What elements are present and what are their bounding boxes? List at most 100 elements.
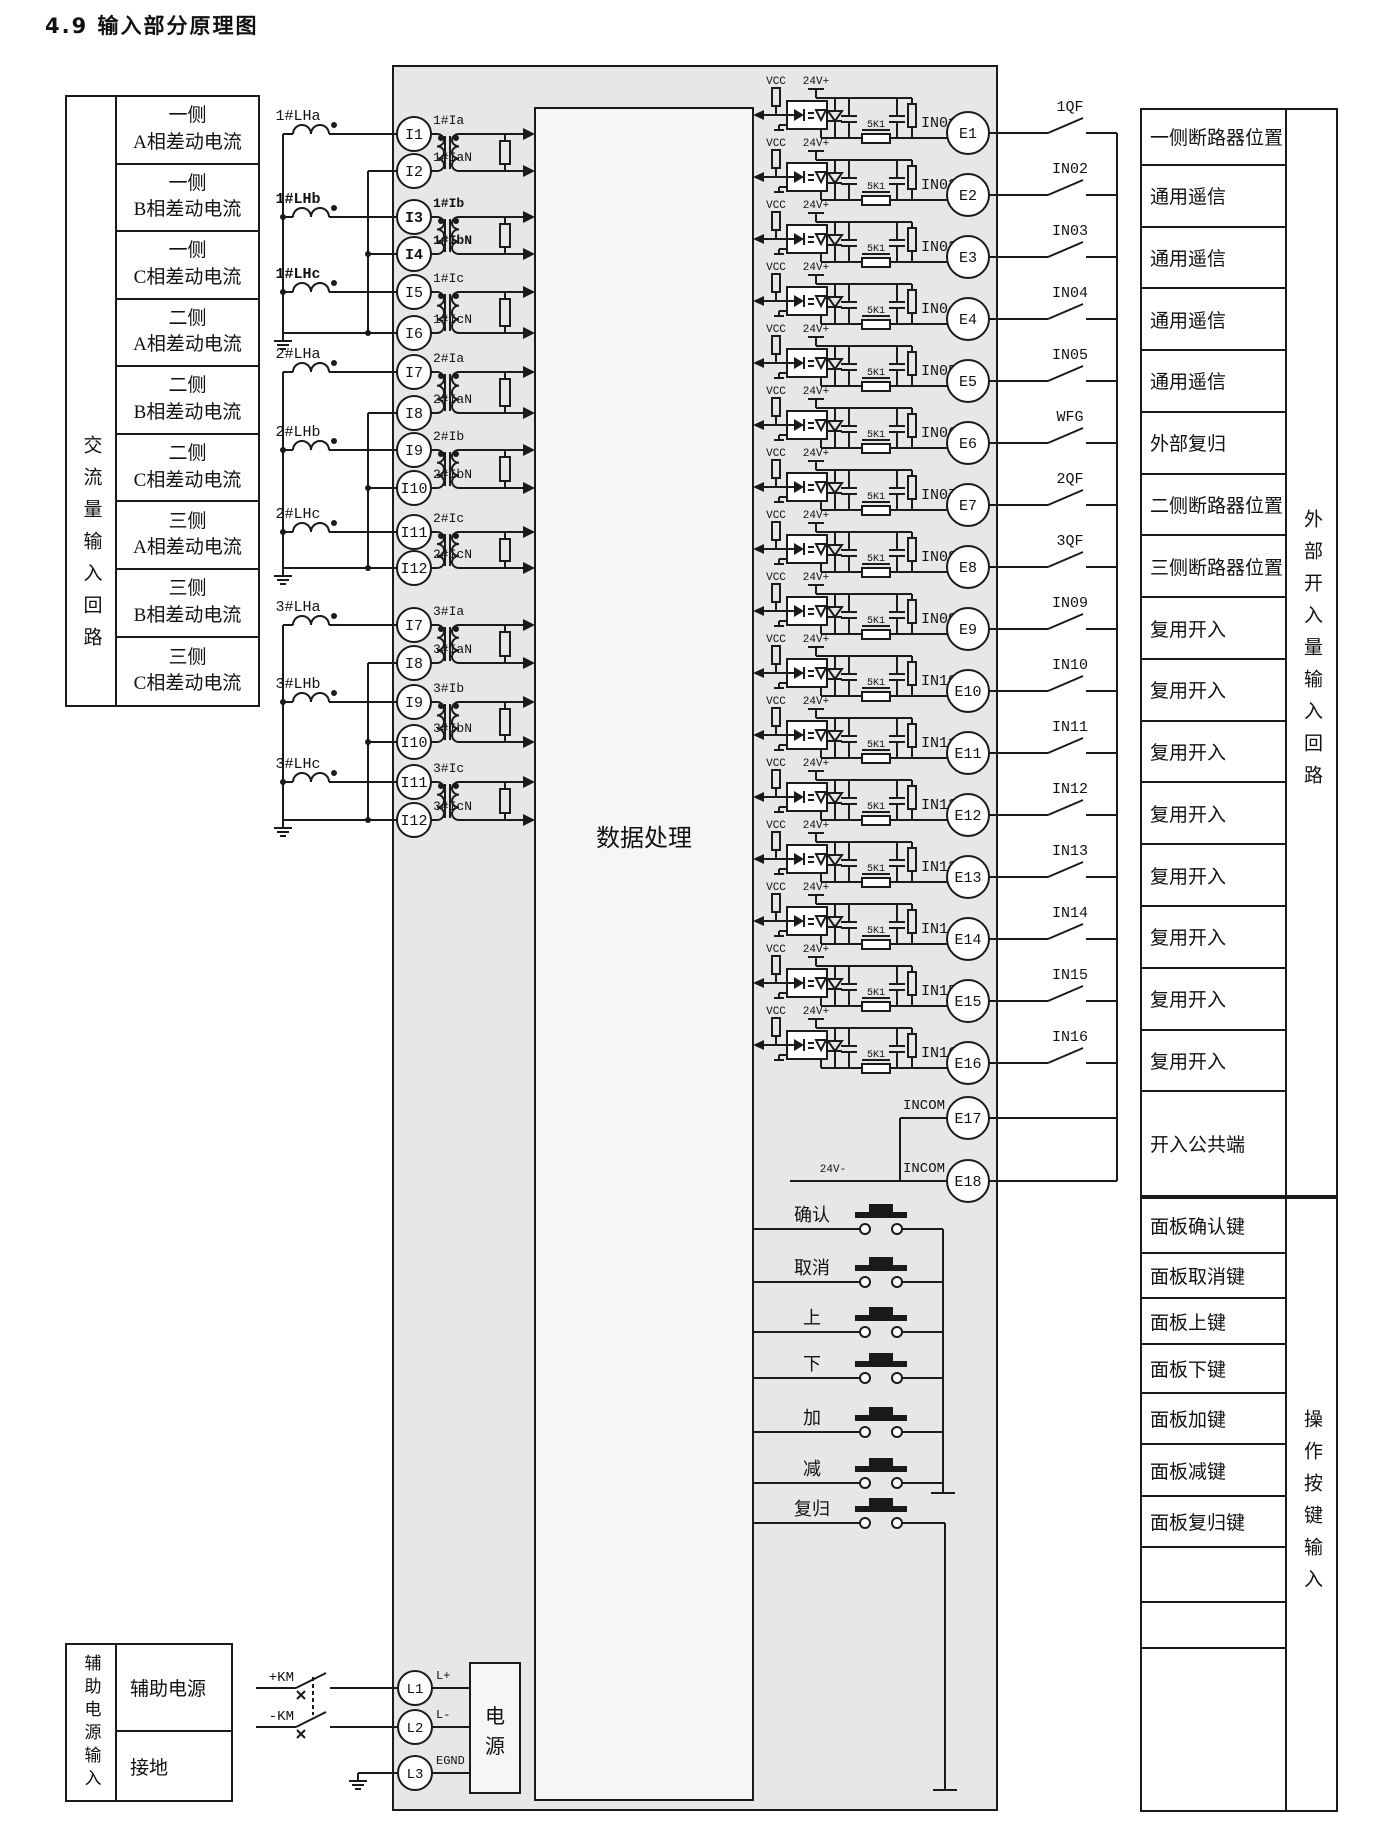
ac-input-row: 一侧 C相差动电流 — [117, 232, 258, 300]
signal-name-row: 通用遥信 — [1142, 166, 1285, 228]
vcc-label: VCC — [766, 324, 786, 336]
iso-transformer — [431, 211, 535, 260]
series-resistor-label: 5K1 — [867, 988, 885, 999]
contact-label: IN11 — [1052, 719, 1088, 736]
panel-key-row: 面板减键 — [1142, 1445, 1285, 1497]
incom-label: INCOM — [903, 1161, 945, 1177]
svg-text:I11: I11 — [400, 775, 427, 792]
km-switch-label: +KM — [269, 1670, 294, 1686]
current-terminal: I82#IaN — [396, 392, 472, 431]
svg-text:I6: I6 — [405, 326, 423, 343]
external-contact: IN02 — [989, 161, 1117, 196]
e-terminal: E7 — [946, 483, 990, 527]
external-contact: IN10 — [989, 657, 1117, 692]
ct-label: 3#LHa — [275, 599, 320, 616]
optocoupler-icon — [786, 100, 828, 130]
vcc-label: VCC — [766, 1006, 786, 1018]
optocoupler-icon — [786, 162, 828, 192]
external-contact: IN03 — [989, 223, 1117, 258]
svg-text:E13: E13 — [954, 870, 981, 887]
svg-text:E16: E16 — [954, 1056, 981, 1073]
external-contact: IN15 — [989, 967, 1117, 1002]
optocoupler-icon — [786, 658, 828, 688]
contact-label: IN14 — [1052, 905, 1088, 922]
svg-text:E15: E15 — [954, 994, 981, 1011]
signal-name-row: 复用开入 — [1142, 845, 1285, 907]
vcc-label: VCC — [766, 820, 786, 832]
contact-label: IN05 — [1052, 347, 1088, 364]
panel-key-row: 面板加键 — [1142, 1394, 1285, 1445]
rail-24v-label: 24V+ — [803, 944, 829, 956]
ct-label: 2#LHb — [275, 424, 320, 441]
vcc-label: VCC — [766, 510, 786, 522]
external-contact: IN12 — [989, 781, 1117, 816]
optocoupler-icon — [786, 472, 828, 502]
panel-button-label: 减 — [803, 1459, 821, 1479]
contact-label: IN04 — [1052, 285, 1088, 302]
svg-text:E18: E18 — [954, 1174, 981, 1191]
ct-label: 1#LHb — [275, 191, 320, 208]
ac-input-row: 三侧 B相差动电流 — [117, 570, 258, 638]
ct-group: 3#LHa3#LHb3#LHcI73#IaI83#IaNI93#IbI103#I… — [274, 599, 535, 838]
ac-input-row: 二侧 B相差动电流 — [117, 367, 258, 435]
current-terminal: I3 1#Ib — [396, 196, 464, 235]
km-switch-label: -KM — [269, 1709, 294, 1725]
ac-input-row: 一侧 A相差动电流 — [117, 97, 258, 165]
ac-input-row: 二侧 A相差动电流 — [117, 300, 258, 368]
terminal-tag: 2#Ia — [433, 351, 464, 366]
svg-text:E2: E2 — [959, 188, 977, 205]
svg-text:E1: E1 — [959, 126, 977, 143]
current-terminal: I5 1#Ic — [396, 271, 464, 310]
external-contact: IN04 — [989, 285, 1117, 320]
series-resistor-label: 5K1 — [867, 554, 885, 565]
series-resistor-label: 5K1 — [867, 306, 885, 317]
signal-name-row: 复用开入 — [1142, 1031, 1285, 1093]
svg-text:E5: E5 — [959, 374, 977, 391]
svg-text:源: 源 — [485, 1735, 505, 1758]
optocoupler-icon — [786, 906, 828, 936]
ct-group: 1#LHa1#LHb1#LHcI11#IaI21#IaNI31#IbI41#Ib… — [274, 108, 535, 351]
series-resistor-label: 5K1 — [867, 244, 885, 255]
svg-text:I8: I8 — [405, 656, 423, 673]
panel-key-table: 面板确认键 面板取消键 面板上键 面板下键 面板加键 面板减键 面板复归键 — [1140, 1197, 1287, 1812]
rail-24v-label: 24V+ — [803, 758, 829, 770]
iso-transformer — [431, 526, 535, 574]
ct-label: 1#LHa — [275, 108, 320, 125]
signal-name-row: 复用开入 — [1142, 598, 1285, 660]
panel-button-label: 上 — [803, 1308, 821, 1328]
panel-key-label-column: 操作按键输入 — [1287, 1197, 1338, 1812]
contact-label: 1QF — [1056, 99, 1083, 116]
aux-power-header-cell: 辅助电源输入 — [67, 1645, 117, 1800]
svg-text:E10: E10 — [954, 684, 981, 701]
digital-input-table: 一侧断路器位置 通用遥信 通用遥信 通用遥信 通用遥信 外部复归 二侧断路器位置 三侧断路器位… — [1140, 108, 1287, 1197]
ac-input-table: 交流量输入回路 一侧 A相差动电流 一侧 B相差动电流 一侧 C相差动电流 二侧 A相差动电流… — [65, 95, 260, 707]
svg-text:I12: I12 — [400, 813, 427, 830]
current-terminal: I7 3#Ia — [396, 604, 464, 643]
ac-input-rows: 一侧 A相差动电流 一侧 B相差动电流 一侧 C相差动电流 二侧 A相差动电流 二侧 B相差动电流… — [117, 97, 258, 705]
signal-name-row: 一侧断路器位置 — [1142, 110, 1285, 166]
svg-text:I3: I3 — [405, 210, 423, 227]
e-terminal: E3 — [946, 235, 990, 279]
svg-text:E6: E6 — [959, 436, 977, 453]
svg-text:I9: I9 — [405, 443, 423, 460]
optocoupler-icon — [786, 720, 828, 750]
e-terminal: E14 — [946, 917, 990, 961]
optocoupler-icon — [786, 1030, 828, 1060]
svg-text:E17: E17 — [954, 1111, 981, 1128]
contact-label: IN15 — [1052, 967, 1088, 984]
rail-24v-label: 24V+ — [803, 882, 829, 894]
e-terminal: E4 — [946, 297, 990, 341]
signal-name-row: 外部复归 — [1142, 413, 1285, 475]
optocoupler-icon — [786, 224, 828, 254]
external-contact: IN14 — [989, 905, 1117, 940]
e-terminal: E8 — [946, 545, 990, 589]
contact-label: WFG — [1056, 409, 1083, 426]
